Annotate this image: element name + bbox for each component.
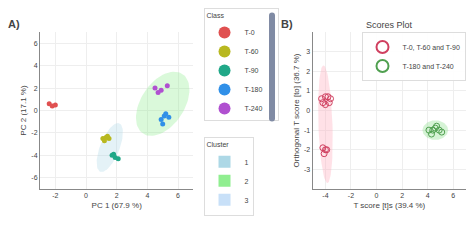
svg-text:4: 4 bbox=[426, 192, 430, 199]
svg-text:2: 2 bbox=[306, 68, 310, 75]
svg-text:0: 0 bbox=[34, 107, 38, 114]
svg-text:2: 2 bbox=[400, 192, 404, 199]
svg-text:-2: -2 bbox=[31, 129, 37, 136]
svg-text:Class: Class bbox=[207, 12, 225, 19]
svg-text:-1: -1 bbox=[304, 127, 310, 134]
svg-text:T-180: T-180 bbox=[245, 86, 263, 93]
svg-text:2: 2 bbox=[115, 192, 119, 199]
svg-text:T-0, T-60 and T-90: T-0, T-60 and T-90 bbox=[403, 44, 460, 51]
svg-text:PC 1 (67.9 %): PC 1 (67.9 %) bbox=[92, 201, 143, 210]
svg-text:-2: -2 bbox=[52, 192, 58, 199]
svg-text:3: 3 bbox=[306, 48, 310, 55]
svg-text:2: 2 bbox=[245, 178, 249, 185]
svg-text:1: 1 bbox=[245, 159, 249, 166]
svg-text:-4: -4 bbox=[31, 152, 37, 159]
svg-text:0: 0 bbox=[84, 192, 88, 199]
svg-text:PC 2 (17.1 %): PC 2 (17.1 %) bbox=[19, 85, 28, 136]
svg-text:-2: -2 bbox=[304, 146, 310, 153]
svg-text:T-90: T-90 bbox=[245, 67, 259, 74]
svg-text:A): A) bbox=[8, 18, 20, 30]
svg-text:-4: -4 bbox=[322, 192, 328, 199]
svg-text:-6: -6 bbox=[31, 174, 37, 181]
svg-text:0: 0 bbox=[375, 192, 379, 199]
svg-text:B): B) bbox=[281, 18, 293, 30]
svg-text:Cluster: Cluster bbox=[207, 141, 230, 148]
svg-text:T score [t]s (39.4 %): T score [t]s (39.4 %) bbox=[353, 201, 425, 210]
svg-text:6: 6 bbox=[176, 192, 180, 199]
svg-text:4: 4 bbox=[34, 62, 38, 69]
svg-text:6: 6 bbox=[34, 40, 38, 47]
svg-text:-2: -2 bbox=[348, 192, 354, 199]
svg-text:T-240: T-240 bbox=[245, 105, 263, 112]
svg-text:2: 2 bbox=[34, 85, 38, 92]
svg-text:Orthogonal T score [to] (36.7: Orthogonal T score [to] (36.7 %) bbox=[292, 53, 301, 167]
svg-text:1: 1 bbox=[306, 87, 310, 94]
svg-text:4: 4 bbox=[145, 192, 149, 199]
svg-text:6: 6 bbox=[451, 192, 455, 199]
svg-text:T-180 and T-240: T-180 and T-240 bbox=[403, 63, 454, 70]
svg-text:3: 3 bbox=[245, 197, 249, 204]
svg-text:Scores Plot: Scores Plot bbox=[366, 20, 413, 30]
svg-text:-3: -3 bbox=[304, 166, 310, 173]
svg-text:0: 0 bbox=[306, 107, 310, 114]
svg-text:T-0: T-0 bbox=[245, 29, 255, 36]
svg-text:T-60: T-60 bbox=[245, 48, 259, 55]
